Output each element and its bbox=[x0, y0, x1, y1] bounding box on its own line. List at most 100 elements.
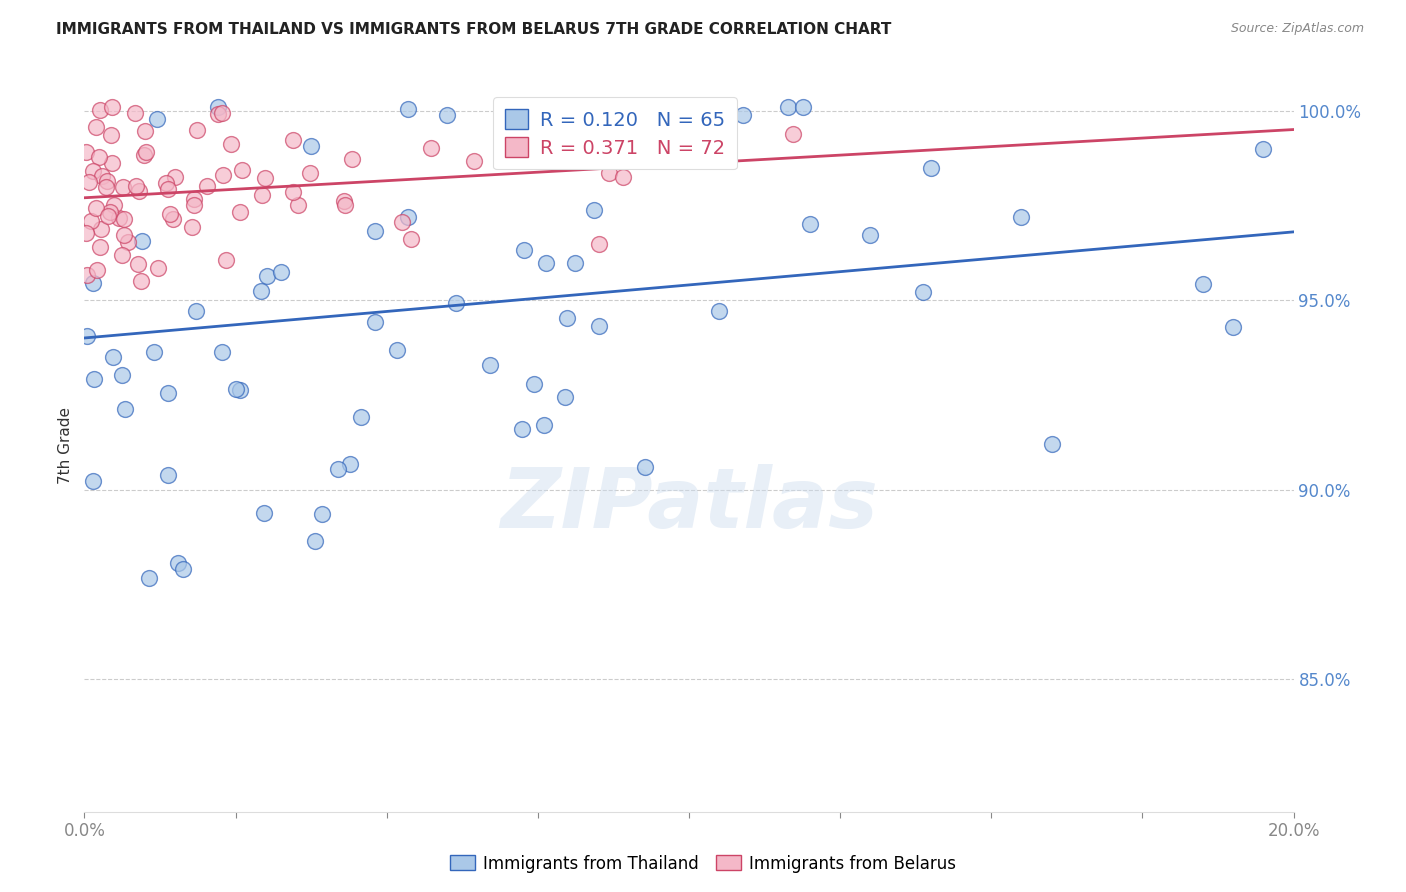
Point bbox=[510, 422, 533, 436]
Point bbox=[311, 508, 333, 522]
Point bbox=[82, 276, 104, 290]
Point bbox=[564, 256, 586, 270]
Point bbox=[229, 204, 252, 219]
Point bbox=[124, 106, 146, 120]
Point bbox=[554, 390, 576, 404]
Point bbox=[172, 562, 194, 576]
Point bbox=[87, 150, 110, 164]
Point bbox=[326, 462, 349, 476]
Point bbox=[195, 178, 218, 193]
Point bbox=[91, 169, 114, 184]
Point bbox=[776, 100, 799, 114]
Point bbox=[339, 457, 361, 471]
Point bbox=[444, 296, 467, 310]
Point bbox=[90, 221, 112, 235]
Legend: R = 0.120   N = 65, R = 0.371   N = 72: R = 0.120 N = 65, R = 0.371 N = 72 bbox=[494, 97, 737, 169]
Point bbox=[103, 350, 125, 364]
Point bbox=[612, 170, 634, 185]
Point bbox=[157, 468, 180, 483]
Point bbox=[131, 234, 153, 248]
Point bbox=[792, 100, 814, 114]
Point bbox=[132, 148, 155, 162]
Point bbox=[84, 120, 107, 135]
Point bbox=[859, 227, 882, 242]
Point bbox=[80, 214, 103, 228]
Point bbox=[463, 154, 485, 169]
Point bbox=[299, 138, 322, 153]
Point bbox=[183, 192, 205, 206]
Point bbox=[534, 256, 557, 270]
Point bbox=[281, 133, 304, 147]
Point bbox=[364, 224, 387, 238]
Point bbox=[350, 410, 373, 425]
Point bbox=[231, 163, 253, 178]
Point bbox=[89, 240, 111, 254]
Point bbox=[183, 198, 205, 212]
Point bbox=[540, 150, 562, 164]
Point bbox=[513, 244, 536, 258]
Point bbox=[731, 108, 754, 122]
Point bbox=[920, 161, 942, 175]
Point bbox=[364, 315, 387, 329]
Point bbox=[157, 386, 180, 401]
Point bbox=[799, 217, 821, 231]
Point bbox=[138, 571, 160, 585]
Point bbox=[391, 215, 413, 229]
Point bbox=[225, 382, 247, 396]
Point bbox=[77, 175, 100, 189]
Point bbox=[76, 268, 98, 283]
Point bbox=[436, 108, 458, 122]
Point bbox=[385, 343, 408, 357]
Point bbox=[146, 261, 169, 276]
Point bbox=[287, 198, 309, 212]
Point bbox=[478, 358, 501, 372]
Point bbox=[89, 103, 111, 117]
Point bbox=[250, 284, 273, 298]
Point bbox=[215, 253, 238, 268]
Point bbox=[112, 228, 135, 243]
Point bbox=[96, 174, 118, 188]
Point bbox=[588, 236, 610, 251]
Point bbox=[103, 198, 125, 212]
Point bbox=[108, 211, 131, 225]
Point bbox=[75, 145, 97, 160]
Point bbox=[83, 371, 105, 385]
Point bbox=[124, 179, 146, 194]
Point bbox=[714, 100, 737, 114]
Point bbox=[94, 180, 117, 194]
Point bbox=[1040, 436, 1063, 450]
Legend: Immigrants from Thailand, Immigrants from Belarus: Immigrants from Thailand, Immigrants fro… bbox=[443, 848, 963, 880]
Point bbox=[583, 202, 606, 217]
Point bbox=[127, 257, 149, 271]
Point bbox=[399, 232, 422, 246]
Point bbox=[134, 124, 156, 138]
Point bbox=[181, 220, 204, 235]
Point bbox=[588, 318, 610, 333]
Point bbox=[135, 145, 157, 160]
Point bbox=[76, 328, 98, 343]
Point bbox=[229, 383, 252, 397]
Point bbox=[299, 166, 322, 180]
Point bbox=[82, 475, 104, 489]
Point bbox=[128, 185, 150, 199]
Point bbox=[256, 268, 278, 283]
Point bbox=[253, 507, 276, 521]
Point bbox=[396, 210, 419, 224]
Point bbox=[678, 103, 700, 118]
Point bbox=[157, 181, 180, 195]
Point bbox=[131, 274, 153, 288]
Point bbox=[270, 265, 292, 279]
Point bbox=[1192, 277, 1215, 292]
Text: Source: ZipAtlas.com: Source: ZipAtlas.com bbox=[1230, 22, 1364, 36]
Point bbox=[82, 164, 104, 178]
Point bbox=[111, 368, 134, 382]
Point bbox=[219, 136, 242, 151]
Point bbox=[598, 166, 620, 180]
Point bbox=[159, 207, 181, 221]
Point bbox=[709, 304, 731, 318]
Point bbox=[211, 168, 233, 182]
Point bbox=[86, 201, 108, 215]
Point bbox=[782, 127, 804, 141]
Point bbox=[207, 100, 229, 114]
Point bbox=[112, 212, 135, 227]
